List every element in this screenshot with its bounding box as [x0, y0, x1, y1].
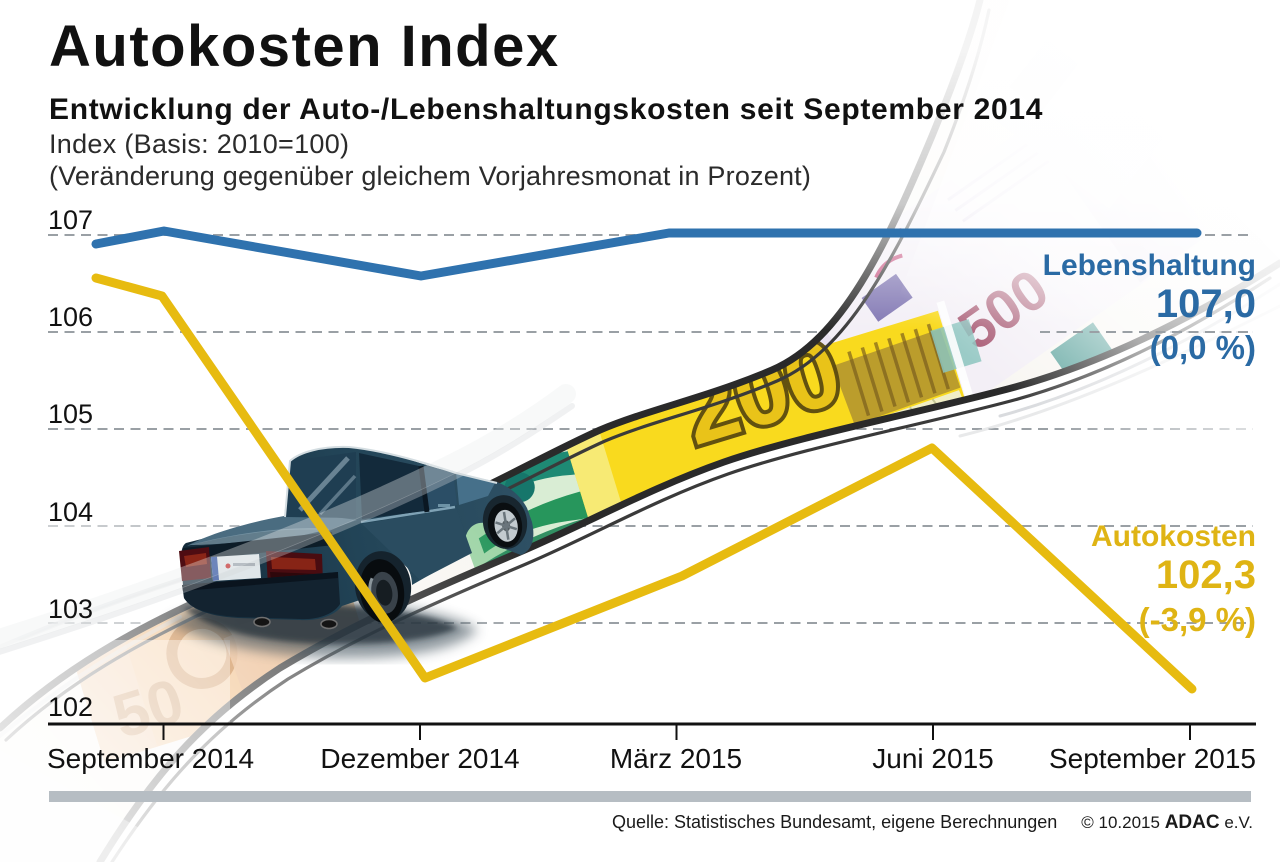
svg-text:© 10.2015 ADAC e.V.: © 10.2015 ADAC e.V.	[1081, 812, 1253, 833]
svg-text:107,0: 107,0	[1156, 282, 1256, 326]
svg-text:Autokosten Index: Autokosten Index	[49, 14, 560, 79]
svg-text:107: 107	[48, 205, 93, 235]
svg-text:102: 102	[48, 692, 93, 722]
svg-text:Entwicklung der Auto-/Lebensha: Entwicklung der Auto-/Lebenshaltungskost…	[49, 93, 1043, 126]
svg-text:März 2015: März 2015	[610, 743, 742, 774]
svg-text:(-3,9 %): (-3,9 %)	[1139, 601, 1256, 638]
svg-text:September 2014: September 2014	[47, 743, 254, 774]
svg-text:September 2015: September 2015	[1049, 743, 1256, 774]
svg-text:Juni 2015: Juni 2015	[872, 743, 993, 774]
svg-text:Quelle: Statistisches Bundesam: Quelle: Statistisches Bundesamt, eigene …	[612, 812, 1057, 832]
svg-text:(0,0 %): (0,0 %)	[1150, 329, 1256, 366]
svg-text:Index (Basis: 2010=100): Index (Basis: 2010=100)	[49, 129, 349, 159]
svg-text:Dezember 2014: Dezember 2014	[320, 743, 519, 774]
svg-text:105: 105	[48, 399, 93, 429]
svg-text:102,3: 102,3	[1156, 553, 1256, 597]
svg-text:Lebenshaltung: Lebenshaltung	[1043, 249, 1256, 282]
svg-text:106: 106	[48, 302, 93, 332]
svg-text:103: 103	[48, 594, 93, 624]
svg-text:104: 104	[48, 497, 93, 527]
svg-text:Autokosten: Autokosten	[1091, 520, 1256, 553]
svg-text:(Veränderung gegenüber gleiche: (Veränderung gegenüber gleichem Vorjahre…	[49, 161, 811, 191]
